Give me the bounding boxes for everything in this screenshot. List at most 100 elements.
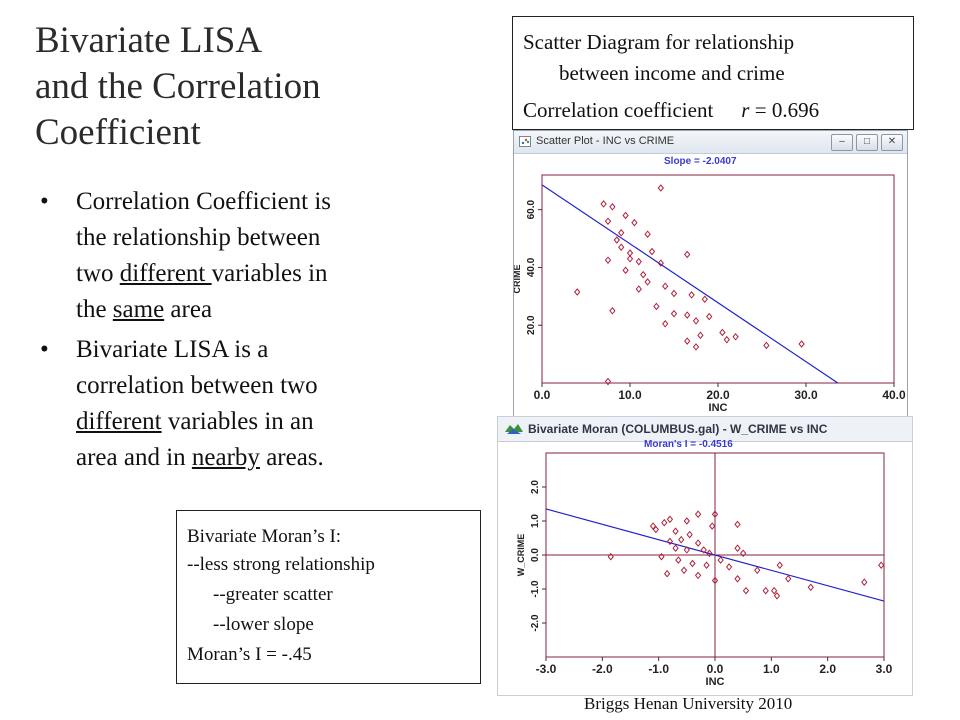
data-point bbox=[703, 561, 710, 569]
data-point bbox=[670, 289, 678, 298]
y-tick-label: 1.0 bbox=[530, 514, 541, 528]
data-point bbox=[618, 228, 625, 237]
data-point bbox=[732, 332, 739, 341]
window-controls: – □ ✕ bbox=[831, 134, 903, 151]
maximize-button[interactable]: □ bbox=[856, 134, 878, 151]
data-point bbox=[807, 583, 814, 592]
y-tick-label: 20.0 bbox=[526, 315, 537, 335]
scatter-window-title: Scatter Plot - INC vs CRIME bbox=[536, 135, 675, 147]
data-point bbox=[684, 311, 691, 319]
morans-i-caption: Moran's I = -0.4516 bbox=[644, 439, 733, 450]
data-point bbox=[798, 340, 805, 348]
data-point bbox=[694, 571, 702, 580]
data-point bbox=[574, 288, 581, 296]
bullet-text: variables in bbox=[211, 260, 328, 287]
scatter-plot-window: Scatter Plot - INC vs CRIME – □ ✕ Slope … bbox=[513, 130, 908, 420]
x-tick-label: -1.0 bbox=[648, 662, 669, 676]
bullet-bivariate-lisa: • Bivariate LISA is a correlation betwee… bbox=[40, 332, 420, 476]
data-point bbox=[662, 319, 669, 328]
x-tick-label: 1.0 bbox=[763, 662, 780, 676]
data-point bbox=[631, 218, 638, 227]
x-tick-label: 0.0 bbox=[707, 662, 724, 676]
data-point bbox=[626, 254, 634, 263]
data-point bbox=[607, 552, 614, 561]
data-point bbox=[657, 184, 664, 192]
data-point bbox=[609, 306, 616, 315]
data-point bbox=[754, 566, 761, 575]
data-point bbox=[684, 250, 691, 259]
data-point bbox=[734, 575, 741, 583]
data-point bbox=[680, 566, 688, 575]
bullet-list: • Correlation Coefficient is the relatio… bbox=[40, 184, 420, 480]
corr-line-1: Scatter Diagram for relationship bbox=[523, 30, 795, 54]
geoda-app-icon bbox=[505, 424, 523, 434]
data-point bbox=[725, 563, 733, 571]
title-line: and the Correlation bbox=[35, 66, 321, 107]
data-point bbox=[701, 295, 708, 304]
bullet-dot: • bbox=[40, 336, 49, 363]
data-point bbox=[706, 312, 713, 321]
y-axis-label: W_CRIME bbox=[516, 534, 526, 577]
scatter-window-titlebar[interactable]: Scatter Plot - INC vs CRIME – □ ✕ bbox=[514, 131, 907, 154]
data-point bbox=[773, 592, 781, 600]
data-point bbox=[678, 535, 685, 544]
data-point bbox=[763, 341, 770, 350]
regression-line bbox=[545, 508, 885, 602]
data-point bbox=[683, 546, 690, 554]
data-point bbox=[618, 243, 625, 252]
corr-variable: r bbox=[741, 98, 750, 122]
bullet-text: Bivariate LISA is a bbox=[76, 336, 269, 363]
bullet-text: the relationship between bbox=[76, 224, 321, 251]
data-point bbox=[653, 302, 660, 311]
data-point bbox=[666, 515, 674, 524]
data-point bbox=[878, 561, 885, 569]
corr-line-2: between income and crime bbox=[559, 61, 785, 85]
data-point bbox=[666, 537, 674, 546]
bivariate-moran-textbox: Bivariate Moran’s I: --less strong relat… bbox=[176, 510, 481, 684]
x-tick-label: 0.0 bbox=[534, 388, 551, 402]
close-button[interactable]: ✕ bbox=[881, 134, 903, 151]
data-point bbox=[604, 217, 612, 226]
corr-label: Correlation coefficient bbox=[523, 98, 714, 122]
data-point bbox=[694, 510, 702, 518]
scatter-chart: 0.0 10.0 20.0 30.0 40.0 20.0 40.0 60.0 INC CRIME bbox=[514, 174, 906, 414]
data-point bbox=[689, 559, 696, 568]
minimize-button[interactable]: – bbox=[831, 134, 853, 151]
data-point bbox=[640, 270, 647, 279]
data-point bbox=[604, 377, 612, 386]
data-point bbox=[709, 522, 716, 530]
data-point bbox=[700, 546, 707, 554]
underlined-word: different bbox=[119, 260, 212, 287]
data-point bbox=[740, 549, 747, 558]
data-point bbox=[684, 337, 691, 345]
y-tick-label: -1.0 bbox=[530, 580, 541, 598]
data-point bbox=[604, 256, 612, 265]
data-point bbox=[661, 518, 668, 527]
data-point bbox=[648, 247, 656, 256]
x-tick-label: 3.0 bbox=[876, 662, 893, 676]
bullet-text: two bbox=[76, 260, 120, 287]
moran-window-titlebar[interactable]: Bivariate Moran (COLUMBUS.gal) - W_CRIME… bbox=[498, 417, 912, 442]
x-tick-label: 30.0 bbox=[794, 388, 818, 402]
y-tick-label: 0.0 bbox=[530, 548, 541, 562]
slope-caption: Slope = -2.0407 bbox=[664, 156, 737, 167]
x-tick-label: 2.0 bbox=[819, 662, 836, 676]
data-point bbox=[663, 569, 671, 578]
bullet-text: area and in bbox=[76, 444, 192, 471]
slide-title: Bivariate LISA and the Correlation Coeff… bbox=[35, 18, 455, 156]
data-point bbox=[688, 291, 695, 299]
footer-credit: Briggs Henan University 2010 bbox=[584, 694, 793, 713]
plot-frame bbox=[541, 174, 895, 384]
bullet-text: variables in an bbox=[161, 408, 314, 435]
data-point bbox=[692, 343, 700, 351]
corr-line-3: Correlation coefficient r = 0.696 bbox=[523, 95, 819, 126]
x-tick-label: 20.0 bbox=[706, 388, 730, 402]
data-point bbox=[697, 331, 704, 340]
data-point bbox=[622, 211, 629, 220]
data-point bbox=[686, 530, 693, 539]
corr-value: = 0.696 bbox=[754, 98, 820, 122]
data-point bbox=[734, 520, 741, 529]
data-point bbox=[776, 561, 783, 569]
moran-line: --less strong relationship bbox=[187, 554, 375, 575]
bullet-dot: • bbox=[40, 188, 49, 215]
